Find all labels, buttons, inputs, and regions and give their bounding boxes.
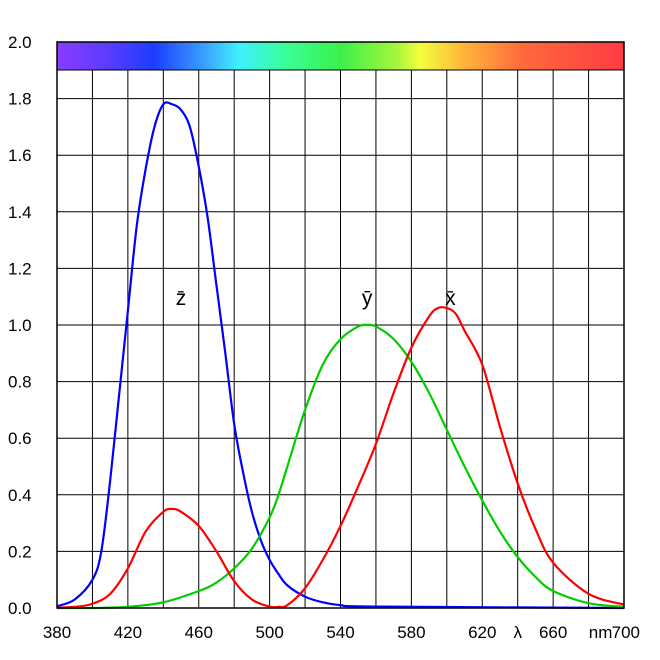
x-tick-label: 620 (468, 623, 496, 642)
series-line-0 (56, 101, 625, 610)
y-axis-tick-labels: 0.0 0.2 0.4 0.6 0.8 1.0 1.2 1.4 1.6 1.8 2.0 (8, 33, 32, 618)
y-tick-label: 0.2 (8, 542, 32, 561)
y-tick-label: 1.6 (8, 146, 32, 165)
y-tick-label: 0.0 (8, 599, 32, 618)
curve-labels: z̄ ȳ x̄ (176, 287, 456, 310)
x-axis-tick-labels: 380 420 460 500 540 580 620 660 700 λ nm (43, 623, 640, 642)
y-tick-label: 1.0 (8, 316, 32, 335)
y-tick-label: 0.8 (8, 373, 32, 392)
x-axis-unit: nm (589, 623, 613, 642)
series-line-2 (56, 306, 625, 609)
curves (56, 101, 625, 610)
x-axis-symbol: λ (513, 623, 522, 642)
series-label-0: z̄ (176, 287, 187, 310)
series-line-1 (56, 323, 625, 610)
spectrum-color-strip (56, 41, 625, 71)
x-tick-label: 660 (539, 623, 567, 642)
series-label-2: x̄ (445, 287, 456, 310)
y-tick-label: 1.2 (8, 259, 32, 278)
x-tick-label: 460 (185, 623, 213, 642)
x-tick-label: 540 (326, 623, 354, 642)
y-tick-label: 0.4 (8, 486, 32, 505)
grid-lines (57, 70, 624, 608)
x-tick-label: 500 (255, 623, 283, 642)
series-label-1: ȳ (362, 287, 373, 310)
y-tick-label: 1.8 (8, 90, 32, 109)
y-tick-label: 0.6 (8, 429, 32, 448)
y-tick-label: 2.0 (8, 33, 32, 52)
plot-frame (56, 41, 625, 609)
x-tick-label: 380 (43, 623, 71, 642)
y-tick-label: 1.4 (8, 203, 32, 222)
x-tick-label: 420 (114, 623, 142, 642)
x-tick-label: 700 (612, 623, 640, 642)
x-tick-label: 580 (397, 623, 425, 642)
